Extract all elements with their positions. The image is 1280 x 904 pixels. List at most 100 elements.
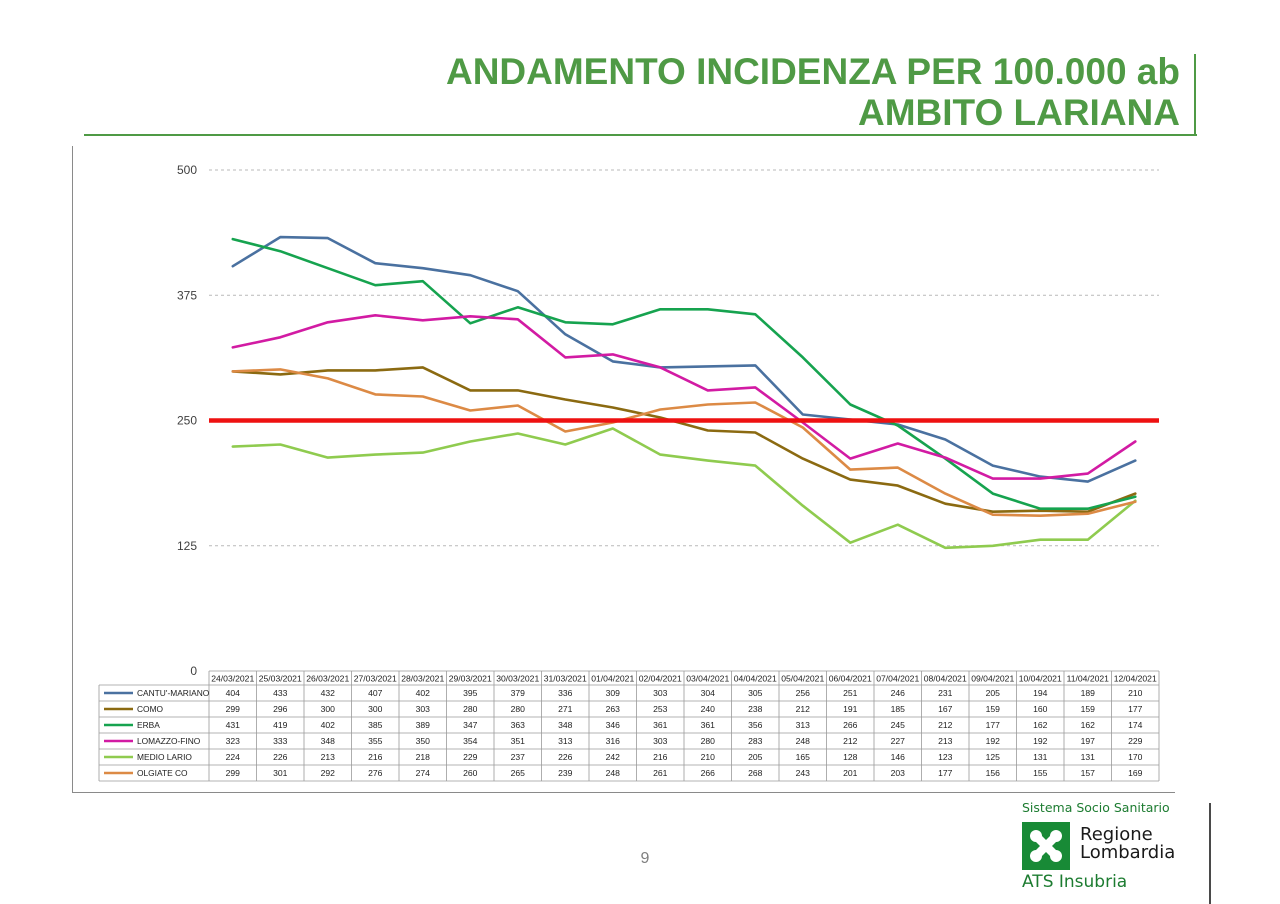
data-label: 197 xyxy=(1081,736,1096,746)
data-label: 201 xyxy=(843,768,858,778)
data-label: 123 xyxy=(938,752,953,762)
data-label: 271 xyxy=(558,704,573,714)
data-label: 227 xyxy=(891,736,906,746)
data-label: 155 xyxy=(1033,768,1048,778)
data-label: 256 xyxy=(796,688,811,698)
brand-system-label: Sistema Socio Sanitario xyxy=(1022,800,1170,815)
data-label: 192 xyxy=(986,736,1001,746)
data-label: 299 xyxy=(226,704,241,714)
data-label: 162 xyxy=(1081,720,1096,730)
brand-name-line-1: Regione xyxy=(1080,824,1153,845)
legend-label: LOMAZZO-FINO xyxy=(137,736,201,746)
data-label: 433 xyxy=(273,688,288,698)
data-label: 402 xyxy=(416,688,431,698)
slide-title-line-1: ANDAMENTO INCIDENZA PER 100.000 ab xyxy=(445,51,1180,92)
data-label: 333 xyxy=(273,736,288,746)
data-label: 205 xyxy=(748,752,763,762)
data-label: 146 xyxy=(891,752,906,762)
data-label: 379 xyxy=(511,688,526,698)
data-label: 242 xyxy=(606,752,621,762)
x-tick-label: 03/04/2021 xyxy=(686,674,729,684)
data-label: 385 xyxy=(368,720,383,730)
legend-label: COMO xyxy=(137,704,164,714)
data-label: 263 xyxy=(606,704,621,714)
data-label: 246 xyxy=(891,688,906,698)
data-label: 237 xyxy=(511,752,526,762)
data-label: 165 xyxy=(796,752,811,762)
x-tick-label: 26/03/2021 xyxy=(306,674,349,684)
data-label: 125 xyxy=(986,752,1001,762)
series-line xyxy=(231,427,1137,550)
data-label: 226 xyxy=(273,752,288,762)
data-label: 216 xyxy=(653,752,668,762)
data-label: 169 xyxy=(1128,768,1143,778)
series-line xyxy=(231,237,1137,511)
data-label: 177 xyxy=(1128,704,1143,714)
legend-label: MEDIO LARIO xyxy=(137,752,192,762)
data-label: 283 xyxy=(748,736,763,746)
data-label: 131 xyxy=(1033,752,1048,762)
x-tick-label: 25/03/2021 xyxy=(259,674,302,684)
data-label: 245 xyxy=(891,720,906,730)
data-label: 248 xyxy=(606,768,621,778)
y-tick-label: 375 xyxy=(177,288,197,302)
data-label: 174 xyxy=(1128,720,1143,730)
data-label: 218 xyxy=(416,752,431,762)
x-tick-label: 29/03/2021 xyxy=(449,674,492,684)
data-label: 280 xyxy=(511,704,526,714)
data-label: 205 xyxy=(986,688,1001,698)
data-label: 280 xyxy=(463,704,478,714)
data-label: 402 xyxy=(321,720,336,730)
title-underline xyxy=(84,134,1197,136)
data-label: 203 xyxy=(891,768,906,778)
x-tick-label: 30/03/2021 xyxy=(496,674,539,684)
data-label: 162 xyxy=(1033,720,1048,730)
data-label: 299 xyxy=(226,768,241,778)
data-label: 361 xyxy=(701,720,716,730)
data-label: 177 xyxy=(986,720,1001,730)
data-label: 300 xyxy=(368,704,383,714)
data-label: 303 xyxy=(653,736,668,746)
data-label: 159 xyxy=(1081,704,1096,714)
x-tick-label: 07/04/2021 xyxy=(876,674,919,684)
data-label: 213 xyxy=(938,736,953,746)
data-label: 303 xyxy=(653,688,668,698)
data-label: 170 xyxy=(1128,752,1143,762)
x-tick-label: 08/04/2021 xyxy=(924,674,967,684)
series-line xyxy=(231,366,1137,514)
x-tick-label: 27/03/2021 xyxy=(354,674,397,684)
data-label: 407 xyxy=(368,688,383,698)
data-label: 361 xyxy=(653,720,668,730)
title-vertical-bar xyxy=(1194,54,1196,136)
y-tick-label: 0 xyxy=(190,664,197,678)
data-label: 351 xyxy=(511,736,526,746)
data-label: 192 xyxy=(1033,736,1048,746)
regione-lombardia-logo-icon xyxy=(1022,822,1070,870)
data-label: 274 xyxy=(416,768,431,778)
data-label: 210 xyxy=(1128,688,1143,698)
x-tick-label: 12/04/2021 xyxy=(1114,674,1157,684)
data-label: 432 xyxy=(321,688,336,698)
data-label: 231 xyxy=(938,688,953,698)
data-label: 265 xyxy=(511,768,526,778)
x-tick-label: 10/04/2021 xyxy=(1019,674,1062,684)
data-label: 348 xyxy=(558,720,573,730)
data-label: 305 xyxy=(748,688,763,698)
data-label: 212 xyxy=(843,736,858,746)
y-tick-label: 500 xyxy=(177,163,197,177)
data-label: 404 xyxy=(226,688,241,698)
data-label: 191 xyxy=(843,704,858,714)
data-label: 261 xyxy=(653,768,668,778)
x-tick-label: 11/04/2021 xyxy=(1067,674,1110,684)
data-label: 128 xyxy=(843,752,858,762)
x-tick-label: 05/04/2021 xyxy=(781,674,824,684)
data-label: 212 xyxy=(938,720,953,730)
data-label: 248 xyxy=(796,736,811,746)
data-label: 266 xyxy=(701,768,716,778)
data-label: 253 xyxy=(653,704,668,714)
data-label: 313 xyxy=(558,736,573,746)
legend-label: OLGIATE CO xyxy=(137,768,188,778)
chart-frame: 0 125 250 375 500 24/03/2021 25/03/2021 26/03/2… xyxy=(72,146,1175,793)
x-tick-label: 01/04/2021 xyxy=(591,674,634,684)
x-tick-label: 06/04/2021 xyxy=(829,674,872,684)
